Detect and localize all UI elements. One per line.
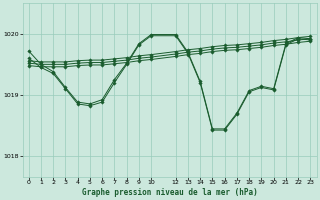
X-axis label: Graphe pression niveau de la mer (hPa): Graphe pression niveau de la mer (hPa) bbox=[82, 188, 257, 197]
